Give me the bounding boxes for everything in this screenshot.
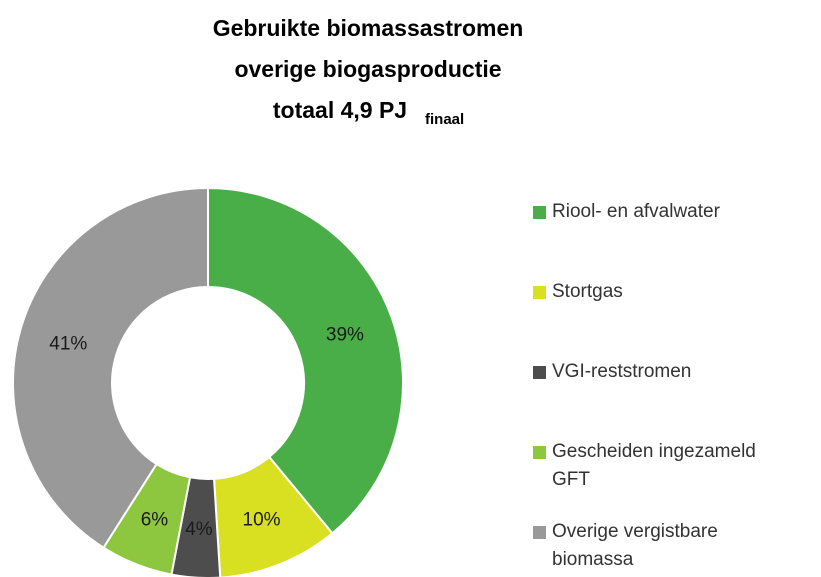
legend-swatch — [533, 286, 546, 299]
data-label: 4% — [185, 519, 213, 540]
donut-slice — [207, 186, 404, 535]
title-line: Gebruikte biomassastromen — [213, 15, 524, 41]
title-subscript: finaal — [425, 111, 464, 128]
title-line: totaal 4,9 PJ — [273, 97, 407, 123]
legend-label: Riool- en afvalwater — [552, 201, 720, 222]
legend-item: VGI-reststromen — [533, 358, 803, 386]
legend-swatch — [533, 526, 546, 539]
data-label: 6% — [141, 509, 169, 530]
legend-item: Overige vergistbare biomassa — [533, 518, 803, 574]
donut-slice — [212, 455, 334, 577]
legend-swatch — [533, 206, 546, 219]
legend-item: Riool- en afvalwater — [533, 198, 803, 226]
legend-label: Stortgas — [552, 281, 623, 302]
legend-label: Overige vergistbare biomassa — [552, 521, 718, 570]
data-label: 39% — [326, 325, 364, 346]
data-label: 41% — [49, 333, 87, 354]
donut-slice — [12, 186, 209, 550]
legend-item: Gescheiden ingezameld GFT — [533, 438, 803, 494]
title-line: overige biogasproductie — [234, 56, 501, 82]
legend-label: VGI-reststromen — [552, 361, 692, 382]
data-label: 10% — [243, 509, 281, 530]
legend-swatch — [533, 446, 546, 459]
legend-swatch — [533, 366, 546, 379]
legend-item: Stortgas — [533, 278, 803, 306]
legend-label: Gescheiden ingezameld GFT — [552, 441, 756, 490]
